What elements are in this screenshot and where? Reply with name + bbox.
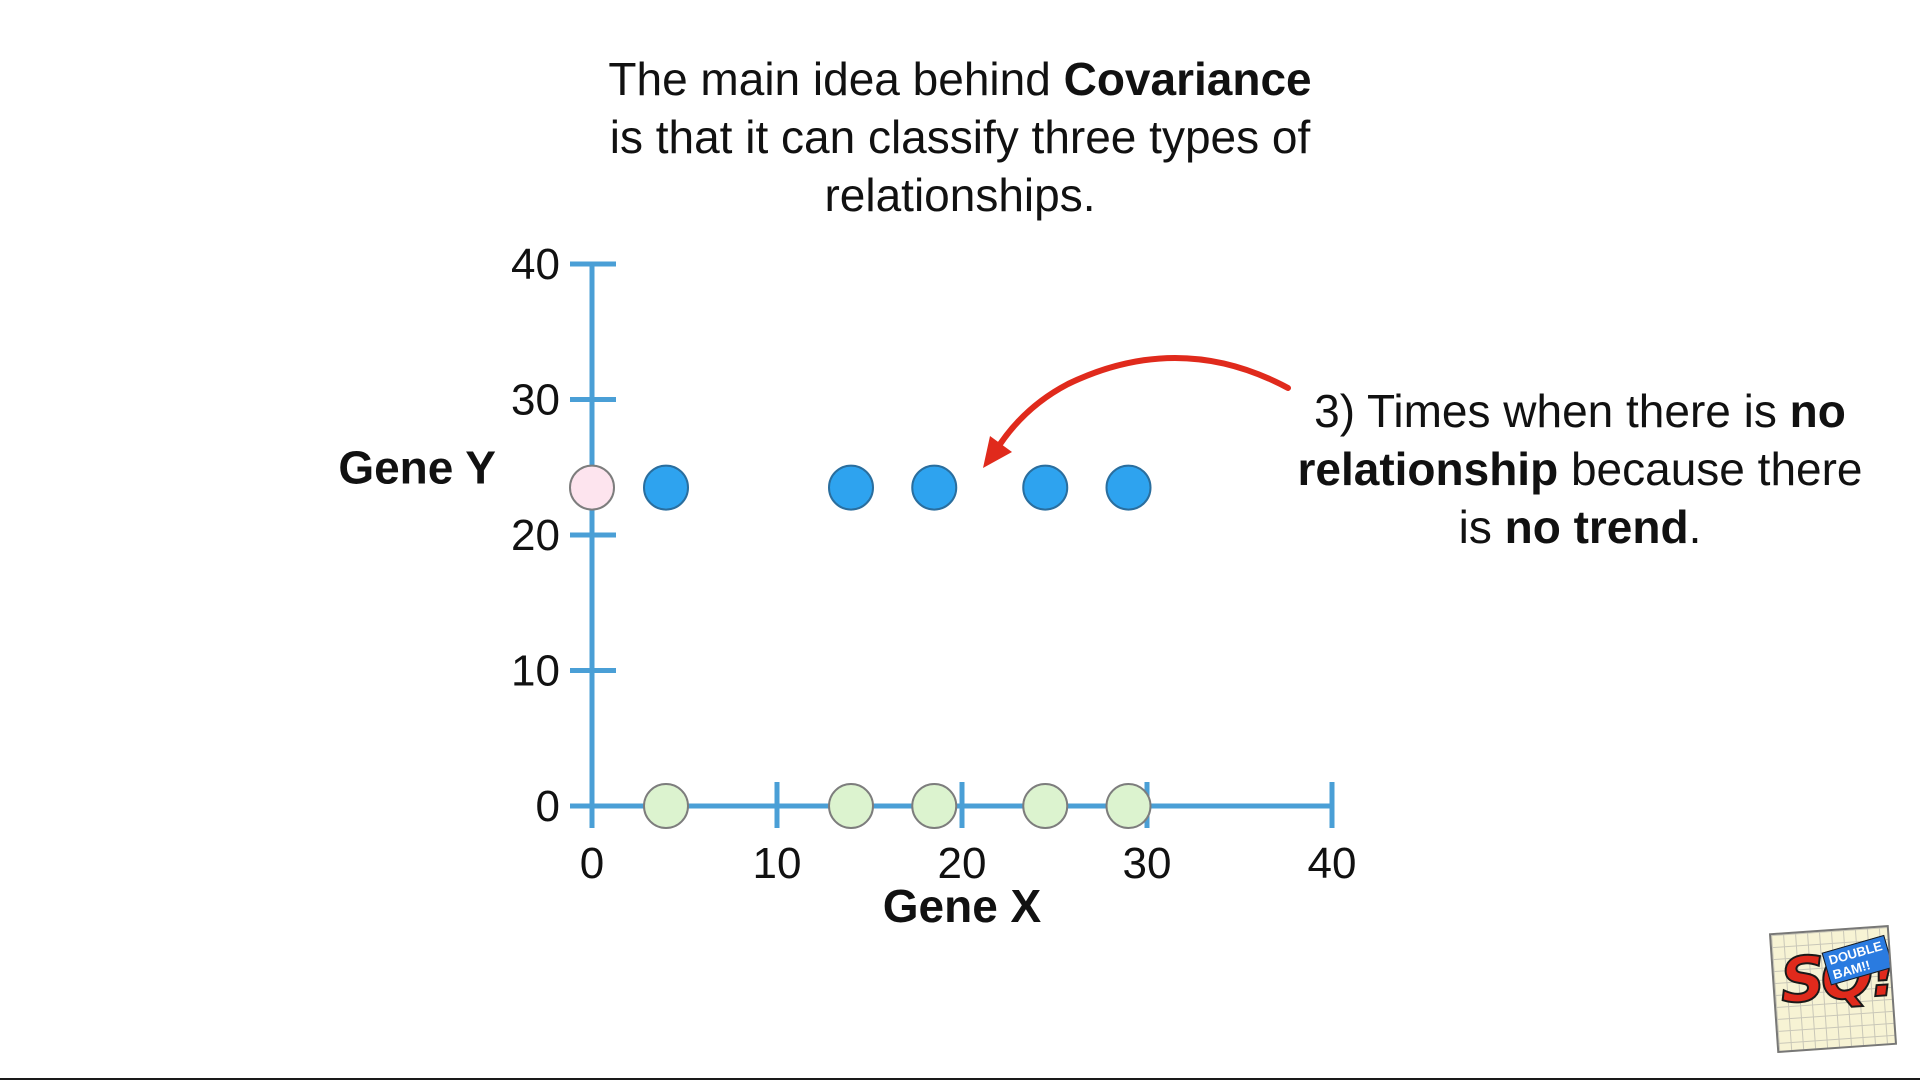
callout-part-1: 3) Times when there is xyxy=(1314,385,1790,437)
data-point xyxy=(643,464,689,511)
callout-arrow-head xyxy=(983,436,1012,468)
x-tick-label: 20 xyxy=(938,839,987,888)
x-axis-label: Gene X xyxy=(883,880,1042,932)
x-tick-label: 10 xyxy=(753,839,802,888)
callout-part-2: because there is xyxy=(1458,443,1863,553)
title-line-1-text: The main idea behind xyxy=(608,53,1064,105)
callout-arrow xyxy=(992,355,1291,455)
x-projection-point xyxy=(1022,783,1069,829)
title-keyword: Covariance xyxy=(1063,53,1312,105)
callout-part-3: . xyxy=(1688,501,1702,553)
x-tick-label: 0 xyxy=(580,839,604,888)
x-tick-label: 30 xyxy=(1123,839,1172,888)
x-projection-point xyxy=(828,783,874,829)
data-point xyxy=(1105,464,1152,511)
data-point xyxy=(911,464,958,511)
callout-bold-1: no relationship xyxy=(1297,385,1846,495)
x-projection-point xyxy=(1105,783,1152,829)
y-tick-label: 0 xyxy=(536,782,560,831)
y-tick-label: 40 xyxy=(511,240,560,289)
y-tick-label: 20 xyxy=(511,511,560,560)
x-projection-point xyxy=(643,783,689,829)
data-point xyxy=(1022,464,1069,511)
bottom-divider xyxy=(0,1078,1920,1080)
channel-logo: SQ! DOUBLE BAM!! xyxy=(1768,924,1898,1054)
x-projection-point xyxy=(911,783,958,829)
x-tick-label: 40 xyxy=(1308,839,1357,888)
callout-text: 3) Times when there is no relationship b… xyxy=(1280,382,1880,556)
callout-bold-2: no trend xyxy=(1504,501,1689,553)
title-line-1: The main idea behind Covariance xyxy=(560,50,1360,108)
title-line-3: relationships. xyxy=(824,169,1096,221)
y-projection-point xyxy=(569,464,615,511)
y-axis-label: Gene Y xyxy=(338,442,496,494)
y-tick-label: 30 xyxy=(511,376,560,425)
y-tick-label: 10 xyxy=(511,647,560,696)
slide-title: The main idea behind Covariance is that … xyxy=(560,50,1360,224)
data-point xyxy=(828,464,874,511)
title-line-2: is that it can classify three types of xyxy=(609,111,1311,163)
